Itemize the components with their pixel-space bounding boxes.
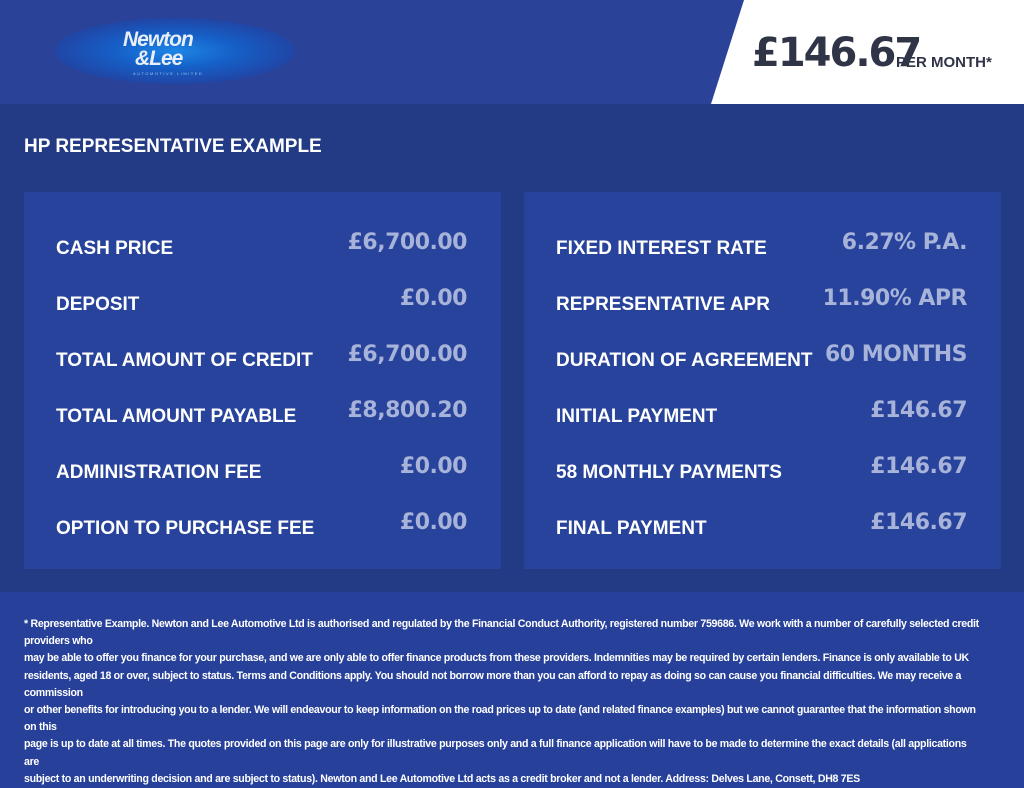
finance-row: DURATION OF AGREEMENT 60 MONTHS xyxy=(556,342,968,372)
finance-value: £8,800.20 xyxy=(347,398,468,423)
section-title: HP REPRESENTATIVE EXAMPLE xyxy=(24,136,322,157)
disclaimer-line: * Representative Example. Newton and Lee… xyxy=(24,618,979,648)
finance-value: 60 MONTHS xyxy=(824,342,968,367)
finance-value: 6.27% P.A. xyxy=(841,230,968,255)
disclaimer: * Representative Example. Newton and Lee… xyxy=(24,616,984,788)
finance-label: ADMINISTRATION FEE xyxy=(56,462,262,483)
logo-line-2: &Lee xyxy=(135,47,183,70)
finance-label: DURATION OF AGREEMENT xyxy=(556,350,813,371)
finance-row: INITIAL PAYMENT £146.67 xyxy=(556,398,967,428)
header: Newton &Lee AUTOMOTIVE LIMITED £146.67 P… xyxy=(0,0,1024,104)
finance-value: £6,700.00 xyxy=(347,230,468,255)
finance-value: £0.00 xyxy=(399,286,468,311)
finance-label: FINAL PAYMENT xyxy=(556,518,707,539)
finance-panel-right: FIXED INTEREST RATE 6.27% P.A. REPRESENTAT… xyxy=(524,192,1001,569)
finance-value: 11.90% APR xyxy=(822,286,968,311)
finance-label: TOTAL AMOUNT OF CREDIT xyxy=(56,350,313,371)
finance-label: DEPOSIT xyxy=(56,294,140,315)
finance-row: FIXED INTEREST RATE 6.27% P.A. xyxy=(556,230,968,260)
disclaimer-line: may be able to offer you finance for you… xyxy=(24,652,969,665)
finance-row: ADMINISTRATION FEE £0.00 xyxy=(56,454,468,484)
disclaimer-line: or other benefits for introducing you to… xyxy=(24,704,976,734)
finance-value: £0.00 xyxy=(399,454,468,479)
finance-row: TOTAL AMOUNT OF CREDIT £6,700.00 xyxy=(56,342,468,372)
monthly-price: £146.67 xyxy=(752,30,922,76)
finance-label: CASH PRICE xyxy=(56,238,174,259)
finance-label: 58 MONTHLY PAYMENTS xyxy=(556,462,782,483)
finance-value: £146.67 xyxy=(870,510,967,535)
finance-row: DEPOSIT £0.00 xyxy=(56,286,468,316)
finance-value: £146.67 xyxy=(870,398,967,423)
finance-row: FINAL PAYMENT £146.67 xyxy=(556,510,967,540)
finance-label: INITIAL PAYMENT xyxy=(556,406,718,427)
newton-lee-logo[interactable]: Newton &Lee AUTOMOTIVE LIMITED xyxy=(55,18,295,84)
finance-label: OPTION TO PURCHASE FEE xyxy=(56,518,315,539)
finance-row: OPTION TO PURCHASE FEE £0.00 xyxy=(56,510,468,540)
price-box xyxy=(711,0,1024,104)
finance-row: CASH PRICE £6,700.00 xyxy=(56,230,468,260)
finance-panel-left: CASH PRICE £6,700.00 DEPOSIT £0.00 TOTAL AMO… xyxy=(24,192,501,569)
finance-row: TOTAL AMOUNT PAYABLE £8,800.20 xyxy=(56,398,468,428)
finance-label: FIXED INTEREST RATE xyxy=(556,238,767,259)
finance-label: TOTAL AMOUNT PAYABLE xyxy=(56,406,297,427)
finance-row: 58 MONTHLY PAYMENTS £146.67 xyxy=(556,454,967,484)
logo-line-1: Newton xyxy=(123,28,194,51)
disclaimer-line: page is up to date at all times. The quo… xyxy=(24,738,967,768)
disclaimer-line: subject to an underwriting decision and … xyxy=(24,772,860,785)
disclaimer-line: residents, aged 18 or over, subject to s… xyxy=(24,669,962,699)
per-month-label: PER MONTH* xyxy=(896,54,992,71)
logo-line-3: AUTOMOTIVE LIMITED xyxy=(133,71,204,76)
finance-value: £6,700.00 xyxy=(347,342,468,367)
finance-value: £0.00 xyxy=(399,510,468,535)
finance-row: REPRESENTATIVE APR 11.90% APR xyxy=(556,286,968,316)
finance-value: £146.67 xyxy=(870,454,967,479)
finance-label: REPRESENTATIVE APR xyxy=(556,294,770,315)
